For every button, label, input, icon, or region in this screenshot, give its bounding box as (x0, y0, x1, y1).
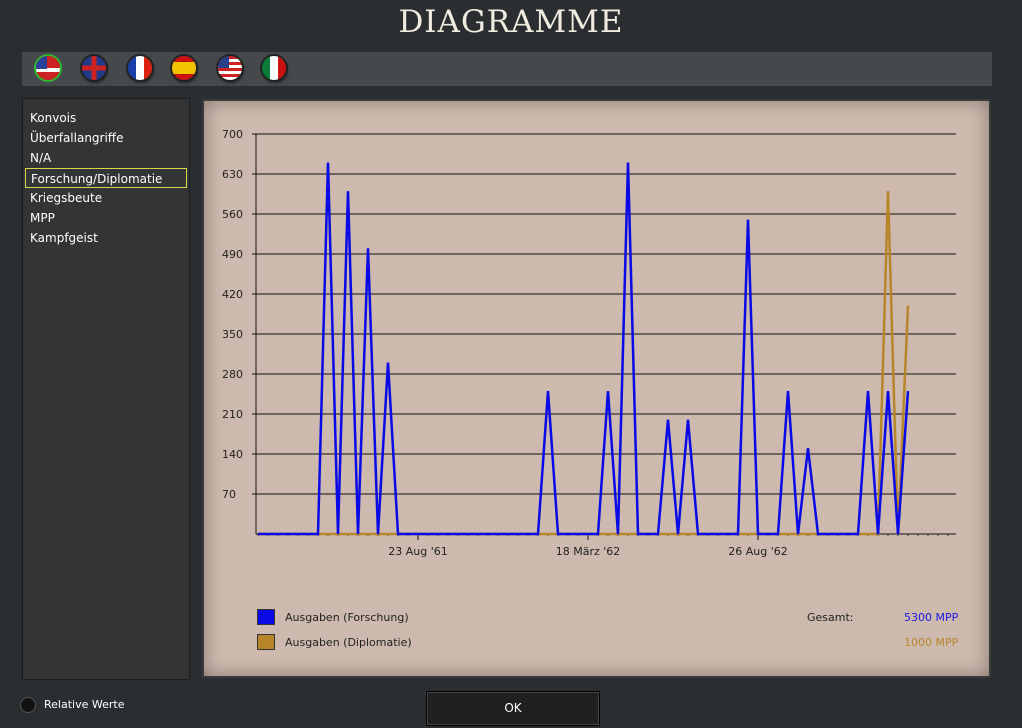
flag-france-icon[interactable] (128, 56, 152, 80)
total-diplomatie: 1000 MPP (904, 636, 959, 649)
relative-values-label: Relative Werte (44, 698, 125, 711)
line-chart: 70 140 210 280 350 420 490 560 630 700 23 Aug '61 1… (222, 128, 956, 558)
x-tick-label: 26 Aug '62 (728, 545, 788, 558)
series-line-forschung (258, 162, 910, 536)
y-tick-label: 560 (222, 208, 243, 221)
total-forschung: 5300 MPP (904, 611, 959, 624)
y-tick-label: 490 (222, 248, 243, 261)
ok-button[interactable]: OK (426, 691, 600, 726)
totals-label: Gesamt: (807, 611, 854, 624)
sidebar-item-forschung-diplomatie[interactable]: Forschung/Diplomatie (25, 168, 187, 188)
y-tick-label: 420 (222, 288, 243, 301)
flag-spain-icon[interactable] (172, 56, 196, 80)
x-tick-label: 18 März '62 (556, 545, 621, 558)
y-tick-label: 700 (222, 128, 243, 141)
flag-uk-icon[interactable] (82, 56, 106, 80)
y-tick-label: 350 (222, 328, 243, 341)
y-tick-label: 140 (222, 448, 243, 461)
legend-swatch-forschung (257, 609, 275, 625)
y-tick-label: 280 (222, 368, 243, 381)
sidebar-item-kriegsbeute[interactable]: Kriegsbeute (30, 191, 103, 205)
legend-label-diplomatie: Ausgaben (Diplomatie) (285, 636, 412, 649)
sidebar-item-kampfgeist[interactable]: Kampfgeist (30, 231, 98, 245)
legend-label-forschung: Ausgaben (Forschung) (285, 611, 409, 624)
y-tick-label: 210 (222, 408, 243, 421)
flag-mexico-icon[interactable] (262, 56, 286, 80)
flag-usa-icon[interactable] (218, 56, 242, 80)
y-tick-label: 70 (222, 488, 236, 501)
relative-values-radio[interactable] (20, 697, 36, 713)
legend-swatch-diplomatie (257, 634, 275, 650)
chart-panel: 70 140 210 280 350 420 490 560 630 700 23 Aug '61 1… (202, 99, 991, 678)
sidebar-item-ueberfallangriffe[interactable]: Überfallangriffe (30, 131, 124, 145)
y-tick-label: 630 (222, 168, 243, 181)
x-tick-label: 23 Aug '61 (388, 545, 448, 558)
flag-csa-icon[interactable] (36, 56, 60, 80)
window-title: DIAGRAMME (398, 4, 624, 40)
sidebar-item-mpp[interactable]: MPP (30, 211, 55, 225)
nation-flag-bar (22, 52, 992, 86)
sidebar-item-na[interactable]: N/A (30, 151, 52, 165)
sidebar-item-konvois[interactable]: Konvois (30, 111, 77, 125)
chart-category-list: Konvois Überfallangriffe N/A Forschung/D… (22, 98, 190, 680)
